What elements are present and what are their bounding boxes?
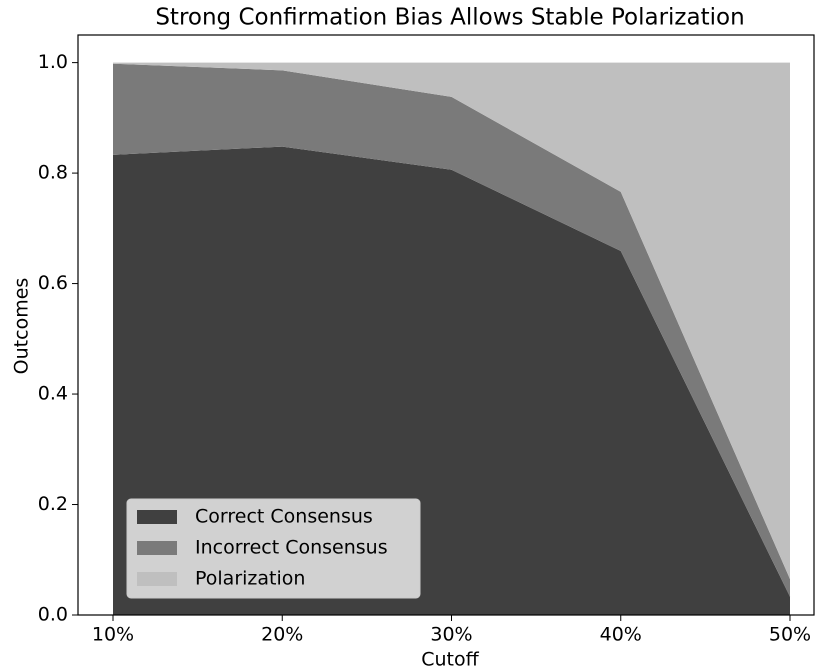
- plot-frame: [77, 34, 815, 616]
- y-tick-label: 0.2: [38, 493, 68, 515]
- legend-swatch: [137, 541, 177, 555]
- x-tick-label: 10%: [92, 624, 134, 646]
- legend-swatch: [137, 572, 177, 586]
- y-tick-label: 1.0: [38, 51, 68, 73]
- x-tick-label: 40%: [600, 624, 642, 646]
- legend-label: Incorrect Consensus: [195, 537, 388, 559]
- x-tick-label: 50%: [769, 624, 811, 646]
- y-axis-label: Outcomes: [11, 278, 33, 375]
- area: [113, 63, 790, 597]
- x-axis-label: Cutoff: [421, 649, 479, 671]
- legend-label: Polarization: [195, 568, 305, 590]
- y-tick-label: 0.4: [38, 383, 68, 405]
- legend-frame: [126, 498, 421, 599]
- chart-title: Strong Confirmation Bias Allows Stable P…: [155, 5, 744, 31]
- legend: Correct Consensus Incorrect Consensus Pola…: [126, 498, 421, 599]
- x-tick-label: 20%: [261, 624, 303, 646]
- area: [113, 146, 790, 616]
- area: [113, 62, 790, 580]
- y-tick-label: 0.0: [38, 604, 68, 626]
- x-tick-label: 30%: [430, 624, 472, 646]
- y-tick-label: 0.8: [38, 162, 68, 184]
- legend-swatch: [137, 510, 177, 524]
- legend-label: Correct Consensus: [195, 506, 373, 528]
- y-tick-label: 0.6: [38, 272, 68, 294]
